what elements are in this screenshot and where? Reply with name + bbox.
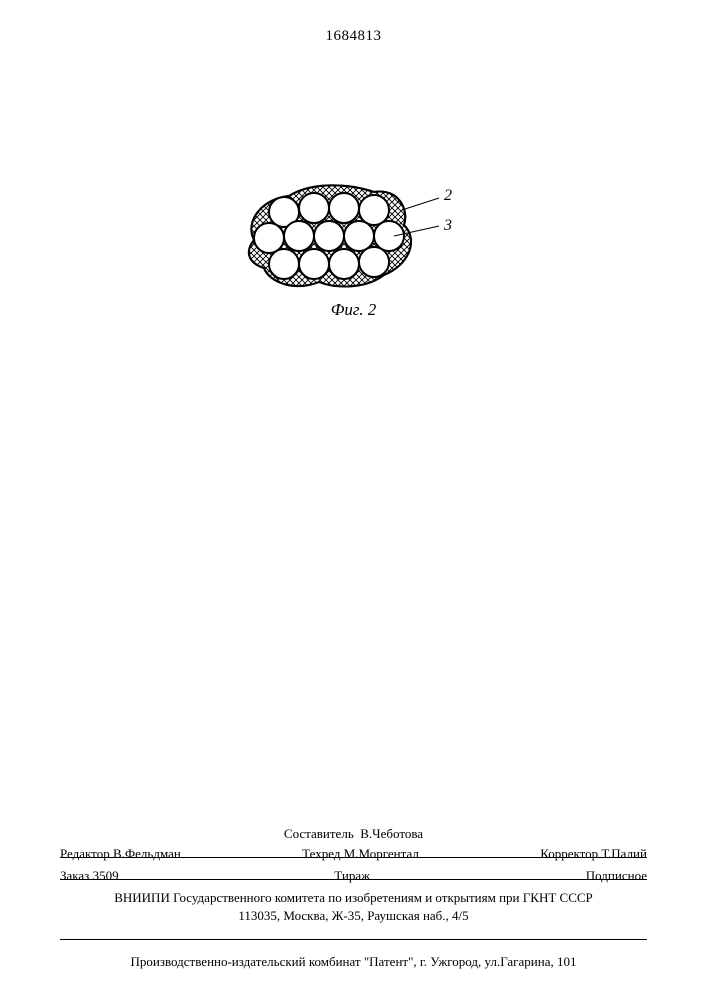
order-block: Заказ 3509 Тираж Подписное ВНИИПИ Госуда… [60, 862, 647, 930]
editor-name: В.Фельдман [113, 846, 181, 861]
org-line: ВНИИПИ Государственного комитета по изоб… [60, 888, 647, 908]
techred-cell: Техред М.Моргентал [302, 846, 419, 862]
techred-label: Техред [302, 846, 340, 861]
figure-caption: Фиг. 2 [0, 300, 707, 320]
address-line: 113035, Москва, Ж-35, Раушская наб., 4/5 [60, 908, 647, 930]
separator-low [60, 939, 647, 940]
order-row: Заказ 3509 Тираж Подписное [60, 862, 647, 888]
corrector-label: Корректор [540, 846, 598, 861]
zakaz-cell: Заказ 3509 [60, 868, 119, 884]
document-number: 1684813 [0, 28, 707, 45]
editor-cell: Редактор В.Фельдман [60, 846, 181, 862]
compiler-name: В.Чеботова [360, 826, 423, 841]
footer-line: Производственно-издательский комбинат "П… [60, 946, 647, 970]
page: 1684813 [0, 0, 707, 1000]
zakaz-no: 3509 [93, 868, 119, 883]
figure-2-svg: 2 3 [224, 170, 484, 320]
corrector-cell: Корректор Т.Палий [540, 846, 647, 862]
editor-label: Редактор [60, 846, 110, 861]
corrector-name: Т.Палий [601, 846, 647, 861]
compiler-label: Составитель [284, 826, 354, 841]
leader-2 [402, 198, 439, 210]
zakaz-label: Заказ [60, 868, 89, 883]
techred-name: М.Моргентал [344, 846, 419, 861]
circle-pack [254, 193, 404, 279]
subscript-label: Подписное [586, 868, 647, 884]
label-2: 2 [444, 187, 452, 204]
compiler-line: Составитель В.Чеботова [60, 826, 647, 844]
tirazh-label: Тираж [334, 868, 370, 884]
label-3: 3 [443, 217, 452, 234]
